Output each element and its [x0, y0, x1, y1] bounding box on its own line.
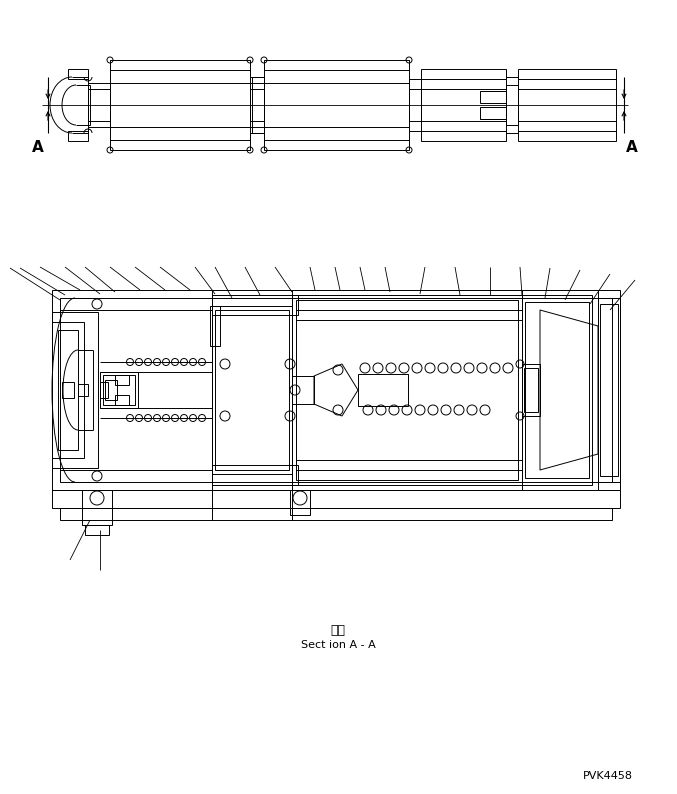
Bar	[110, 60, 250, 150]
Bar	[480, 91, 506, 103]
Bar	[52, 490, 620, 508]
Bar	[78, 384, 88, 396]
Bar	[100, 372, 138, 408]
Bar	[88, 83, 110, 127]
Bar	[60, 298, 612, 482]
Bar	[210, 306, 220, 346]
Bar	[522, 295, 592, 485]
Bar	[518, 69, 616, 141]
Bar	[525, 302, 589, 478]
Text: A: A	[32, 141, 44, 156]
Bar	[290, 490, 310, 515]
Bar	[100, 382, 108, 398]
Bar	[252, 77, 264, 133]
Bar	[115, 375, 129, 385]
Text: Sect ion A - A: Sect ion A - A	[301, 640, 375, 650]
Bar	[212, 465, 292, 485]
Bar	[52, 290, 620, 490]
Bar	[506, 85, 518, 125]
Bar	[105, 380, 117, 400]
Bar	[522, 364, 540, 416]
Bar	[292, 295, 522, 485]
Bar	[524, 368, 538, 412]
Bar	[296, 300, 518, 480]
Bar	[103, 375, 135, 405]
Bar	[212, 306, 292, 474]
Bar	[598, 298, 620, 482]
Bar	[58, 330, 78, 450]
Bar	[264, 60, 409, 150]
Bar	[600, 304, 618, 476]
Bar	[62, 382, 74, 398]
Bar	[85, 525, 109, 535]
Bar	[292, 376, 314, 404]
Bar	[409, 89, 421, 121]
Bar	[480, 107, 506, 119]
Bar	[82, 490, 112, 525]
Bar	[250, 89, 264, 121]
Bar	[60, 508, 612, 520]
Bar	[115, 395, 129, 405]
Bar	[68, 131, 88, 141]
Bar	[292, 295, 298, 315]
Bar	[358, 374, 408, 406]
Text: PVK4458: PVK4458	[583, 771, 633, 781]
Bar	[215, 310, 289, 470]
Bar	[212, 295, 292, 315]
Bar	[292, 465, 298, 485]
Bar	[68, 69, 88, 79]
Bar	[421, 69, 506, 141]
Text: 断面: 断面	[330, 623, 345, 637]
Text: A: A	[626, 141, 638, 156]
Bar	[52, 312, 98, 468]
Bar	[52, 322, 84, 458]
